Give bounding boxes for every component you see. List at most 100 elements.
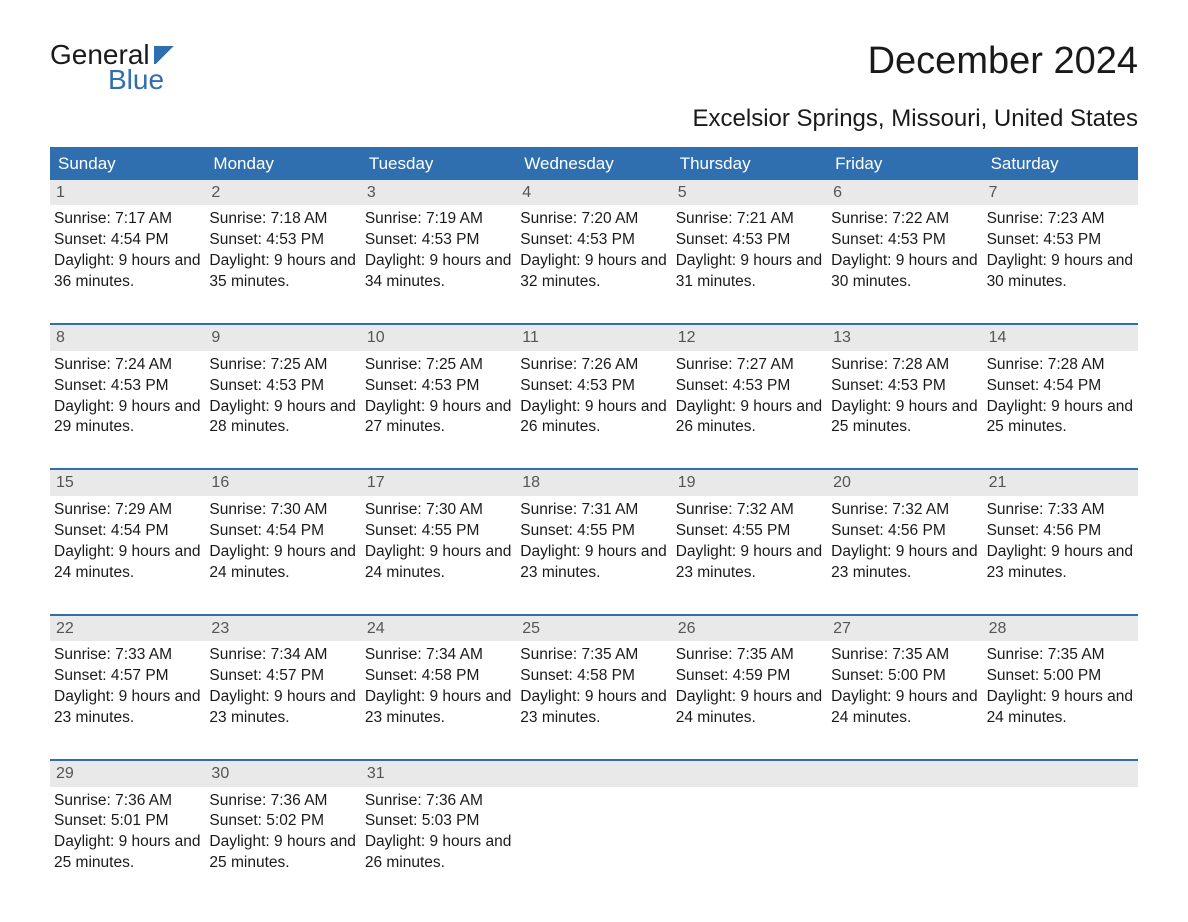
week-separator — [50, 301, 1138, 325]
sunrise-line: Sunrise: 7:18 AM — [209, 209, 356, 230]
daylight-line: Daylight: 9 hours and 23 minutes. — [831, 542, 978, 584]
brand-logo: General Blue — [50, 40, 176, 95]
day-body: Sunrise: 7:35 AMSunset: 4:59 PMDaylight:… — [672, 645, 827, 729]
day-number: 31 — [361, 761, 516, 787]
day-number: 18 — [516, 470, 671, 496]
daylight-line: Daylight: 9 hours and 23 minutes. — [209, 687, 356, 729]
day-number: 22 — [50, 616, 205, 642]
sunrise-line: Sunrise: 7:25 AM — [209, 355, 356, 376]
day-cell — [516, 761, 671, 882]
sunrise-line: Sunrise: 7:20 AM — [520, 209, 667, 230]
sunset-line: Sunset: 4:53 PM — [987, 230, 1134, 251]
sunrise-line: Sunrise: 7:35 AM — [676, 645, 823, 666]
sunrise-line: Sunrise: 7:26 AM — [520, 355, 667, 376]
daylight-line: Daylight: 9 hours and 30 minutes. — [987, 251, 1134, 293]
day-number — [672, 761, 827, 787]
daylight-line: Daylight: 9 hours and 23 minutes. — [520, 542, 667, 584]
day-cell: 11Sunrise: 7:26 AMSunset: 4:53 PMDayligh… — [516, 325, 671, 446]
daylight-line: Daylight: 9 hours and 26 minutes. — [365, 832, 512, 874]
day-number: 12 — [672, 325, 827, 351]
day-cell: 25Sunrise: 7:35 AMSunset: 4:58 PMDayligh… — [516, 616, 671, 737]
daylight-line: Daylight: 9 hours and 27 minutes. — [365, 397, 512, 439]
day-body: Sunrise: 7:36 AMSunset: 5:01 PMDaylight:… — [50, 791, 205, 875]
day-cell: 2 Sunrise: 7:18 AMSunset: 4:53 PMDaylight… — [205, 180, 360, 301]
sunrise-line: Sunrise: 7:23 AM — [987, 209, 1134, 230]
sunset-line: Sunset: 4:53 PM — [209, 376, 356, 397]
sunrise-line: Sunrise: 7:32 AM — [676, 500, 823, 521]
day-cell: 10Sunrise: 7:25 AMSunset: 4:53 PMDayligh… — [361, 325, 516, 446]
sunrise-line: Sunrise: 7:24 AM — [54, 355, 201, 376]
location-label: Excelsior Springs, Missouri, United Stat… — [50, 105, 1138, 133]
sunrise-line: Sunrise: 7:17 AM — [54, 209, 201, 230]
sunrise-line: Sunrise: 7:33 AM — [54, 645, 201, 666]
day-body: Sunrise: 7:31 AMSunset: 4:55 PMDaylight:… — [516, 500, 671, 584]
day-number: 23 — [205, 616, 360, 642]
sunset-line: Sunset: 5:00 PM — [987, 666, 1134, 687]
dow-header: Sunday — [50, 148, 205, 180]
day-body: Sunrise: 7:35 AMSunset: 5:00 PMDaylight:… — [827, 645, 982, 729]
daylight-line: Daylight: 9 hours and 30 minutes. — [831, 251, 978, 293]
day-body: Sunrise: 7:19 AMSunset: 4:53 PMDaylight:… — [361, 209, 516, 293]
day-body: Sunrise: 7:26 AMSunset: 4:53 PMDaylight:… — [516, 355, 671, 439]
daylight-line: Daylight: 9 hours and 26 minutes. — [520, 397, 667, 439]
sunrise-line: Sunrise: 7:35 AM — [987, 645, 1134, 666]
sunset-line: Sunset: 4:57 PM — [209, 666, 356, 687]
day-cell: 23 Sunrise: 7:34 AMSunset: 4:57 PMDayligh… — [205, 616, 360, 737]
day-cell — [983, 761, 1138, 882]
daylight-line: Daylight: 9 hours and 34 minutes. — [365, 251, 512, 293]
day-number: 19 — [672, 470, 827, 496]
sunset-line: Sunset: 4:58 PM — [520, 666, 667, 687]
day-number: 26 — [672, 616, 827, 642]
day-number: 9 — [205, 325, 360, 351]
day-body: Sunrise: 7:34 AMSunset: 4:58 PMDaylight:… — [361, 645, 516, 729]
day-body: Sunrise: 7:24 AMSunset: 4:53 PMDaylight:… — [50, 355, 205, 439]
day-cell — [672, 761, 827, 882]
day-body: Sunrise: 7:25 AMSunset: 4:53 PMDaylight:… — [361, 355, 516, 439]
day-number: 17 — [361, 470, 516, 496]
daylight-line: Daylight: 9 hours and 24 minutes. — [365, 542, 512, 584]
sunrise-line: Sunrise: 7:34 AM — [365, 645, 512, 666]
sunrise-line: Sunrise: 7:27 AM — [676, 355, 823, 376]
daylight-line: Daylight: 9 hours and 25 minutes. — [209, 832, 356, 874]
day-body: Sunrise: 7:28 AMSunset: 4:53 PMDaylight:… — [827, 355, 982, 439]
day-body: Sunrise: 7:25 AMSunset: 4:53 PMDaylight:… — [205, 355, 360, 439]
day-number: 27 — [827, 616, 982, 642]
day-cell: 8Sunrise: 7:24 AMSunset: 4:53 PMDaylight… — [50, 325, 205, 446]
sunset-line: Sunset: 4:53 PM — [520, 230, 667, 251]
day-number: 2 — [205, 180, 360, 206]
day-number: 3 — [361, 180, 516, 206]
day-number: 13 — [827, 325, 982, 351]
daylight-line: Daylight: 9 hours and 31 minutes. — [676, 251, 823, 293]
sunrise-line: Sunrise: 7:35 AM — [520, 645, 667, 666]
day-cell — [827, 761, 982, 882]
sunset-line: Sunset: 5:02 PM — [209, 811, 356, 832]
day-number: 6 — [827, 180, 982, 206]
day-number: 14 — [983, 325, 1138, 351]
day-body: Sunrise: 7:21 AMSunset: 4:53 PMDaylight:… — [672, 209, 827, 293]
sunset-line: Sunset: 4:54 PM — [54, 230, 201, 251]
day-body: Sunrise: 7:35 AMSunset: 5:00 PMDaylight:… — [983, 645, 1138, 729]
sunset-line: Sunset: 4:53 PM — [365, 376, 512, 397]
sunset-line: Sunset: 4:55 PM — [365, 521, 512, 542]
day-body: Sunrise: 7:20 AMSunset: 4:53 PMDaylight:… — [516, 209, 671, 293]
sunrise-line: Sunrise: 7:19 AM — [365, 209, 512, 230]
day-cell: 31 Sunrise: 7:36 AMSunset: 5:03 PMDayligh… — [361, 761, 516, 882]
day-cell: 1Sunrise: 7:17 AMSunset: 4:54 PMDaylight… — [50, 180, 205, 301]
day-cell: 14Sunrise: 7:28 AMSunset: 4:54 PMDayligh… — [983, 325, 1138, 446]
day-body: Sunrise: 7:36 AMSunset: 5:03 PMDaylight:… — [361, 791, 516, 875]
day-number: 5 — [672, 180, 827, 206]
day-body: Sunrise: 7:18 AMSunset: 4:53 PMDaylight:… — [205, 209, 360, 293]
day-body: Sunrise: 7:23 AMSunset: 4:53 PMDaylight:… — [983, 209, 1138, 293]
day-cell: 27 Sunrise: 7:35 AMSunset: 5:00 PMDayligh… — [827, 616, 982, 737]
daylight-line: Daylight: 9 hours and 25 minutes. — [987, 397, 1134, 439]
sunrise-line: Sunrise: 7:32 AM — [831, 500, 978, 521]
day-number — [827, 761, 982, 787]
day-body: Sunrise: 7:30 AMSunset: 4:54 PMDaylight:… — [205, 500, 360, 584]
sunset-line: Sunset: 4:53 PM — [54, 376, 201, 397]
day-body: Sunrise: 7:33 AMSunset: 4:56 PMDaylight:… — [983, 500, 1138, 584]
day-body: Sunrise: 7:34 AMSunset: 4:57 PMDaylight:… — [205, 645, 360, 729]
day-body: Sunrise: 7:29 AMSunset: 4:54 PMDaylight:… — [50, 500, 205, 584]
sunrise-line: Sunrise: 7:28 AM — [987, 355, 1134, 376]
dow-header: Friday — [827, 148, 982, 180]
day-cell: 9 Sunrise: 7:25 AMSunset: 4:53 PMDaylight… — [205, 325, 360, 446]
